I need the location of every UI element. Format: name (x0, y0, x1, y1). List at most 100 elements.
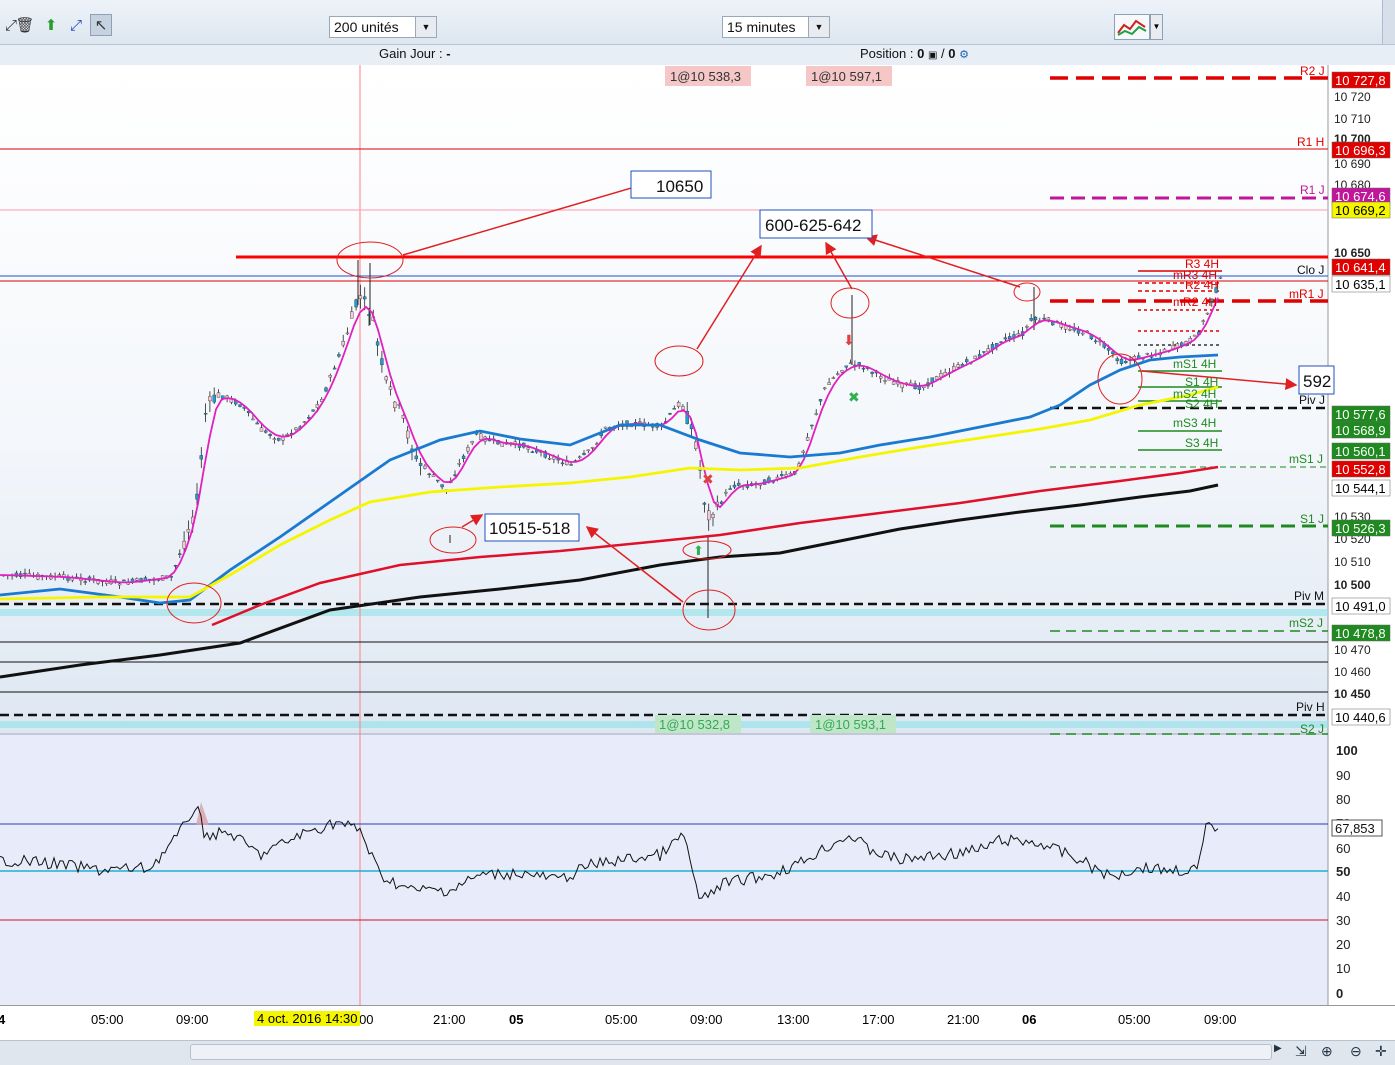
candle-body (384, 376, 388, 381)
price-tick: 10 500 (1334, 578, 1371, 592)
candle-body (341, 341, 345, 346)
candle-body (814, 413, 818, 415)
annotation-10515-518[interactable]: 10515-518 (489, 519, 570, 538)
pivot-label-mr1j: mR1 J (1289, 287, 1324, 301)
panel-scroll[interactable] (1382, 0, 1395, 44)
candle-body (208, 396, 212, 402)
candle-body (586, 449, 590, 452)
price-tag: 10 526,3 (1335, 521, 1386, 536)
candle-body (307, 417, 311, 419)
candle-body (780, 474, 784, 476)
zoom-in-icon[interactable]: ⊕ (1321, 1043, 1333, 1059)
buy-order-1[interactable]: 1@10 532,8 (659, 717, 730, 732)
zoom-fit-icon[interactable]: ⇲ (1295, 1043, 1307, 1059)
pivot-label-ms2j: mS2 J (1289, 616, 1323, 630)
pivot-label-s1j: S1 J (1300, 512, 1324, 526)
candle-body (578, 456, 582, 458)
candle-body (1218, 277, 1223, 279)
arrow-up-icon[interactable]: ⬆ (44, 17, 58, 34)
gain-label: Gain Jour : (379, 46, 443, 61)
scroll-thumb[interactable] (190, 1044, 1272, 1060)
candle-body (431, 474, 436, 477)
chevron-down-icon[interactable]: ▼ (1150, 14, 1163, 40)
candle-body (844, 365, 848, 368)
pivot-label-mr2-4h: mR2 4H (1173, 295, 1217, 309)
candle-body (324, 387, 328, 392)
annotation-600-625-642[interactable]: 600-625-642 (765, 216, 861, 235)
cursor-icon[interactable]: ↖ (90, 14, 112, 36)
candle-body (414, 455, 418, 460)
candle-body (461, 455, 466, 459)
candle-body (543, 451, 547, 458)
position-info: Position : 0 ▣ / 0 ⚙ (860, 46, 969, 61)
price-tag: 10 669,2 (1335, 203, 1386, 218)
time-label: 06 (1022, 1012, 1037, 1027)
candle-body (1042, 317, 1046, 320)
candle-body (328, 375, 332, 378)
chevron-down-icon[interactable]: ▼ (415, 17, 436, 37)
gain-info: Gain Jour : - (379, 46, 451, 61)
rsi-tick: 0 (1336, 986, 1343, 1001)
timeframe-select[interactable]: 15 minutes ▼ (722, 16, 830, 38)
candle-body (879, 376, 883, 379)
crosshair-icon[interactable]: ✛ (1375, 1043, 1387, 1059)
candle-body (603, 426, 608, 429)
candle-body (732, 484, 737, 488)
candle-body (702, 502, 707, 505)
rsi-axis: 100 90 80 70 60 50 40 30 20 10 0 (1336, 743, 1358, 1001)
candle-body (737, 482, 741, 486)
candle-body (711, 514, 715, 518)
candle-body (457, 463, 461, 465)
zoom-out-icon[interactable]: ⊖ (1350, 1043, 1362, 1059)
candle-body (212, 394, 216, 403)
candle-body (272, 438, 277, 440)
candle-body (388, 386, 393, 390)
ma-yellow-line (0, 385, 1219, 601)
candle-body (1003, 337, 1008, 340)
candle-body (857, 362, 861, 365)
candle-body (939, 373, 943, 378)
candle-body (311, 409, 315, 412)
price-tag: 10 478,8 (1335, 626, 1386, 641)
chevron-down-icon[interactable]: ▼ (808, 17, 829, 37)
position-icon[interactable]: ▣ (927, 50, 938, 61)
candle-body (1046, 317, 1051, 320)
price-tag-bg (1331, 597, 1391, 615)
candle-body (363, 296, 367, 300)
price-tag: 10 674,6 (1335, 189, 1386, 204)
candle-body (805, 437, 810, 441)
price-tag: 10 696,3 (1335, 143, 1386, 158)
sell-order-1[interactable]: 1@10 538,3 (670, 69, 741, 84)
candle-body (178, 553, 182, 555)
candle-body (1106, 347, 1111, 351)
price-tick: 10 450 (1334, 687, 1371, 701)
toolbar: ⤢ 🗑 ⬆ ⤢ ↖ 200 unités ▼ 15 minutes ▼ ▼ (0, 0, 1395, 45)
time-label: 13:00 (777, 1012, 810, 1027)
candle-body (840, 370, 844, 373)
sell-order-2[interactable]: 1@10 597,1 (811, 69, 882, 84)
trendline-icon[interactable]: ⤢ (69, 16, 82, 34)
trash-icon[interactable]: 🗑 (15, 17, 35, 34)
candle-body (173, 565, 178, 567)
price-chart[interactable]: ⬇ ✖ ✖ ⬆ 1@10 538,3 1@10 597,1 1@10 532,8… (0, 65, 1395, 1005)
buy-order-2[interactable]: 1@10 593,1 (815, 717, 886, 732)
annotation-592[interactable]: 592 (1303, 372, 1331, 391)
candle-body (1171, 345, 1175, 349)
pivot-label-cloj: Clo J (1297, 263, 1324, 277)
scroll-right-icon[interactable]: ▶ (1274, 1043, 1282, 1054)
price-tag-bg (1331, 201, 1391, 219)
candle-body (1214, 287, 1218, 293)
time-label: 17:00 (862, 1012, 895, 1027)
candle-body (96, 579, 100, 584)
chart-type-icon[interactable] (1114, 14, 1150, 40)
price-tag-bg (1331, 708, 1391, 726)
price-tag-bg (1331, 258, 1391, 276)
quantity-select[interactable]: 200 unités ▼ (329, 16, 437, 38)
candle-body (827, 382, 831, 386)
candle-body (23, 572, 27, 575)
horizontal-scrollbar[interactable]: ▶ ⇲ ⊕ ⊖ ✛ (0, 1040, 1395, 1065)
gear-icon[interactable]: ⚙ (959, 49, 970, 61)
draw-line-icon[interactable]: ⤢ (4, 16, 17, 34)
annotation-10650[interactable]: 10650 (656, 177, 703, 196)
pivot-label-pivj: Piv J (1299, 393, 1325, 407)
